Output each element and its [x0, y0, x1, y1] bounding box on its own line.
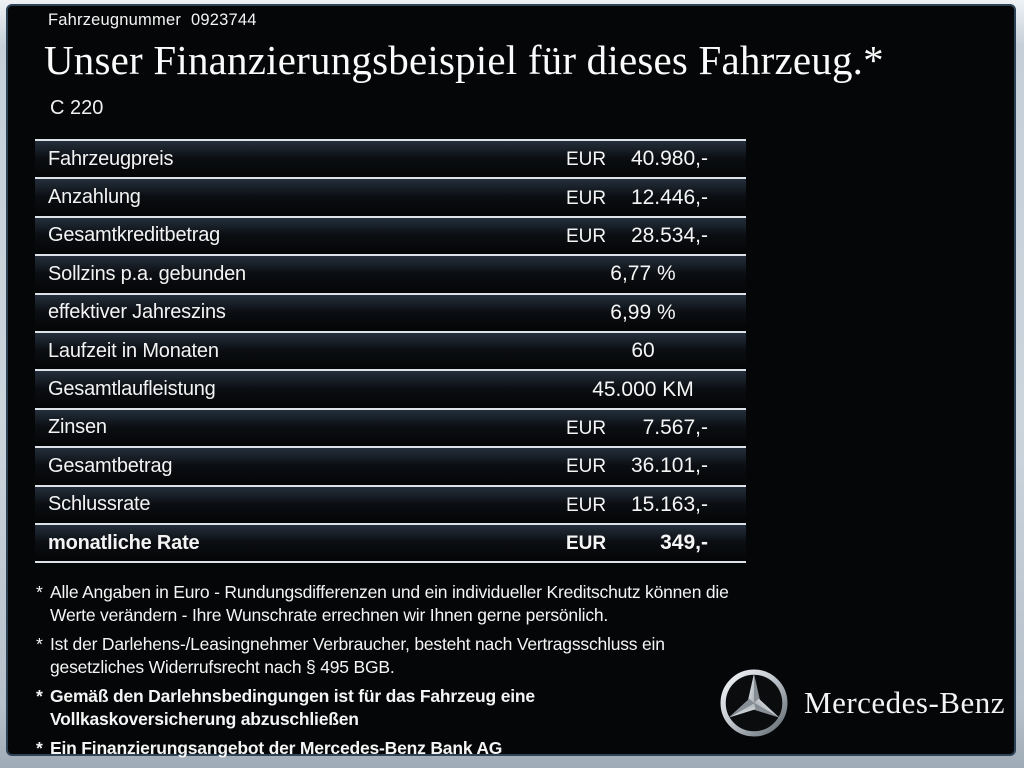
row-label: effektiver Jahreszins	[48, 301, 226, 324]
table-row-monthly-rate: monatliche Rate EUR 349,-	[35, 522, 746, 564]
table-row: Zinsen EUR 7.567,-	[35, 407, 746, 447]
table-row: Sollzins p.a. gebunden 6,77 %	[35, 254, 746, 293]
currency-code: EUR	[566, 149, 607, 171]
vehicle-number-label: Fahrzeugnummer	[48, 11, 182, 29]
amount: 28.534,-	[630, 223, 708, 247]
row-label: Laufzeit in Monaten	[48, 339, 219, 362]
footnote: * Gemäß den Darlehnsbedingungen ist für …	[36, 685, 748, 730]
currency-code: EUR	[566, 456, 607, 478]
table-row: Gesamtlaufleistung 45.000 KM	[35, 369, 746, 408]
footnote-text: Gemäß den Darlehnsbedingungen ist für da…	[50, 686, 535, 729]
row-label: monatliche Rate	[48, 531, 200, 554]
footnote-marker: *	[36, 582, 43, 602]
row-label: Gesamtlaufleistung	[48, 378, 216, 401]
table-row: Laufzeit in Monaten 60	[35, 330, 746, 370]
vehicle-number: Fahrzeugnummer 0923744	[48, 11, 257, 30]
footnote-marker: *	[36, 738, 43, 758]
footnote-text: Ist der Darlehens-/Leasingnehmer Verbrau…	[50, 634, 665, 677]
footnote-text: Alle Angaben in Euro - Rundungsdifferenz…	[50, 582, 729, 625]
row-label: Gesamtbetrag	[48, 454, 173, 477]
row-value: EUR 40.980,-	[560, 147, 746, 171]
row-value: EUR 36.101,-	[560, 454, 746, 478]
row-value: EUR 349,-	[560, 531, 746, 555]
currency-code: EUR	[566, 417, 607, 439]
currency-code: EUR	[566, 225, 607, 247]
row-label: Anzahlung	[48, 186, 141, 209]
row-label: Gesamtkreditbetrag	[48, 224, 221, 247]
financing-table: Fahrzeugpreis EUR 40.980,- Anzahlung EUR 1…	[35, 139, 746, 564]
row-value: 45.000 KM	[592, 377, 694, 401]
row-label: Fahrzeugpreis	[48, 147, 174, 170]
row-label: Zinsen	[48, 416, 107, 439]
row-value: 6,99 %	[610, 300, 676, 324]
table-row: Anzahlung EUR 12.446,-	[35, 177, 746, 216]
currency-code: EUR	[566, 533, 607, 555]
row-value: EUR 7.567,-	[560, 416, 746, 440]
content-panel: Fahrzeugnummer 0923744 Unser Finanzierung…	[6, 4, 1016, 758]
row-label: Schlussrate	[48, 493, 151, 516]
row-label: Sollzins p.a. gebunden	[48, 262, 246, 285]
brand-name: Mercedes-Benz	[804, 685, 1006, 720]
vehicle-number-value: 0923744	[191, 11, 257, 29]
footnote-marker: *	[36, 686, 43, 706]
footnote: * Alle Angaben in Euro - Rundungsdiffere…	[36, 581, 748, 626]
row-value: 6,77 %	[610, 262, 676, 286]
row-value: 60	[631, 339, 655, 363]
amount: 40.980,-	[630, 147, 708, 171]
currency-code: EUR	[566, 187, 607, 209]
footnote: * Ein Finanzierungsangebot der Mercedes-…	[36, 737, 748, 760]
vehicle-model: C 220	[50, 97, 104, 119]
page-title: Unser Finanzierungsbeispiel für dieses F…	[44, 37, 884, 83]
row-value: EUR 12.446,-	[560, 186, 746, 210]
row-value: EUR 28.534,-	[560, 224, 746, 248]
table-row: Schlussrate EUR 15.163,-	[35, 484, 746, 523]
table-row: effektiver Jahreszins 6,99 %	[35, 292, 746, 331]
footnote-marker: *	[36, 634, 43, 654]
table-row: Gesamtkreditbetrag EUR 28.534,-	[35, 215, 746, 255]
table-row: Fahrzeugpreis EUR 40.980,-	[35, 139, 746, 178]
row-value: EUR 15.163,-	[560, 493, 746, 517]
amount: 349,-	[660, 531, 708, 555]
table-row: Gesamtbetrag EUR 36.101,-	[35, 446, 746, 485]
currency-code: EUR	[566, 494, 607, 516]
mercedes-star-icon	[720, 669, 788, 737]
amount: 12.446,-	[630, 185, 708, 209]
footnotes: * Alle Angaben in Euro - Rundungsdiffere…	[36, 581, 748, 767]
amount: 36.101,-	[630, 454, 708, 478]
amount: 7.567,-	[642, 415, 708, 439]
footnote-text: Ein Finanzierungsangebot der Mercedes-Be…	[50, 738, 503, 758]
amount: 15.163,-	[630, 492, 708, 516]
brand-block: Mercedes-Benz	[716, 660, 1005, 746]
footnote: * Ist der Darlehens-/Leasingnehmer Verbr…	[36, 633, 748, 678]
